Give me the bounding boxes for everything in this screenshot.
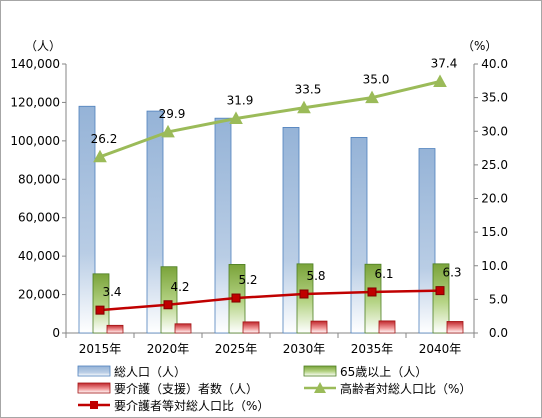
y-left-tick-label: 40,000 bbox=[18, 249, 60, 263]
legend-swatch bbox=[77, 382, 111, 394]
aging-ratio-label: 35.0 bbox=[363, 73, 390, 87]
aging-ratio-label: 37.4 bbox=[431, 56, 458, 70]
care-ratio-label: 5.2 bbox=[238, 273, 257, 287]
y-left-tick-label: 140,000 bbox=[10, 57, 60, 71]
bar bbox=[160, 266, 178, 334]
care-ratio-marker bbox=[95, 305, 105, 315]
care-ratio-label: 5.8 bbox=[306, 269, 325, 283]
care-ratio-marker bbox=[367, 287, 377, 297]
y-right-tick-label: 0.0 bbox=[489, 326, 508, 340]
legend: 総人口（人） 65歳以上（人） 要介護（支援）者数（人） 高齢者対総人口比（%） 要介護… bbox=[77, 365, 471, 413]
care-ratio-label: 4.2 bbox=[170, 280, 189, 294]
x-tick-label: 2020年 bbox=[147, 342, 190, 356]
x-tick-label: 2015年 bbox=[79, 342, 122, 356]
bar bbox=[432, 263, 450, 334]
aging-ratio-line bbox=[99, 80, 441, 159]
y-right-tick-label: 20.0 bbox=[481, 192, 508, 206]
y-left-tick-label: 0 bbox=[52, 326, 60, 340]
aging-ratio-marker bbox=[365, 90, 379, 104]
aging-ratio-marker bbox=[229, 111, 243, 124]
bar bbox=[310, 320, 328, 334]
aging-ratio-label: 31.9 bbox=[227, 93, 254, 107]
legend-swatch bbox=[77, 365, 111, 377]
care-ratio-line bbox=[99, 289, 441, 312]
y-left-tick-label: 80,000 bbox=[18, 172, 60, 186]
bar bbox=[174, 323, 192, 334]
care-ratio-marker bbox=[163, 300, 173, 310]
bar bbox=[350, 136, 368, 334]
data-labels: 26.2 29.9 31.9 33.5 35.0 37.4 3.4 4.2 5.2 5.8 6.1 6… bbox=[91, 56, 462, 299]
bar bbox=[214, 117, 232, 334]
bar bbox=[446, 321, 464, 334]
legend-marker bbox=[314, 382, 326, 393]
bars bbox=[78, 105, 464, 334]
legend-label: 要介護（支援）者数（人） bbox=[114, 381, 258, 396]
aging-ratio-marker bbox=[297, 100, 311, 114]
y-left-tick-label: 20,000 bbox=[18, 288, 60, 302]
y-left-tick-label: 120,000 bbox=[10, 95, 60, 109]
lines bbox=[93, 74, 447, 315]
legend-label: 高齢者対総人口比（%） bbox=[340, 381, 471, 396]
care-ratio-label: 6.1 bbox=[374, 267, 393, 281]
y-left-unit: （人） bbox=[25, 39, 61, 53]
aging-ratio-marker bbox=[433, 74, 447, 87]
x-tick-label: 2035年 bbox=[351, 342, 394, 356]
y-right-tick-label: 40.0 bbox=[481, 57, 508, 71]
legend-marker bbox=[90, 401, 98, 409]
care-ratio-label: 3.4 bbox=[102, 285, 121, 299]
bar bbox=[418, 148, 436, 334]
x-tick-label: 2025年 bbox=[215, 342, 258, 356]
x-tick-label: 2040年 bbox=[419, 342, 462, 356]
bar bbox=[282, 127, 300, 334]
aging-ratio-label: 33.5 bbox=[295, 83, 322, 97]
care-ratio-marker bbox=[435, 286, 445, 296]
y-left-tick-label: 100,000 bbox=[10, 134, 60, 148]
y-left-tick-label: 60,000 bbox=[18, 211, 60, 225]
bar bbox=[242, 321, 260, 334]
care-ratio-label: 6.3 bbox=[442, 266, 461, 280]
aging-ratio-marker bbox=[161, 124, 175, 138]
x-tick-label: 2030年 bbox=[283, 342, 326, 356]
bar bbox=[106, 324, 124, 334]
legend-swatch bbox=[303, 365, 337, 377]
y-right-tick-label: 15.0 bbox=[481, 225, 508, 239]
y-right-tick-label: 30.0 bbox=[481, 124, 508, 138]
legend-label: 要介護者等対総人口比（%） bbox=[114, 398, 269, 413]
aging-ratio-label: 29.9 bbox=[159, 107, 186, 121]
y-right-tick-label: 5.0 bbox=[489, 292, 508, 306]
care-ratio-marker bbox=[299, 289, 309, 299]
bar bbox=[78, 105, 96, 334]
legend-label: 総人口（人） bbox=[114, 365, 186, 379]
y-right-tick-label: 10.0 bbox=[481, 259, 508, 273]
bar bbox=[92, 273, 110, 334]
y-right-tick-label: 25.0 bbox=[481, 158, 508, 172]
bar bbox=[364, 263, 382, 334]
bar bbox=[378, 320, 396, 334]
care-ratio-marker bbox=[231, 293, 241, 303]
axes: 0 20,000 40,000 60,000 80,000 100,000 120,000 1… bbox=[10, 57, 508, 356]
aging-ratio-label: 26.2 bbox=[91, 132, 118, 146]
aging-ratio-marker bbox=[93, 149, 107, 163]
y-right-unit: （%） bbox=[462, 39, 497, 53]
bar bbox=[146, 110, 164, 334]
legend-label: 65歳以上（人） bbox=[340, 365, 427, 379]
y-right-tick-label: 35.0 bbox=[481, 91, 508, 105]
